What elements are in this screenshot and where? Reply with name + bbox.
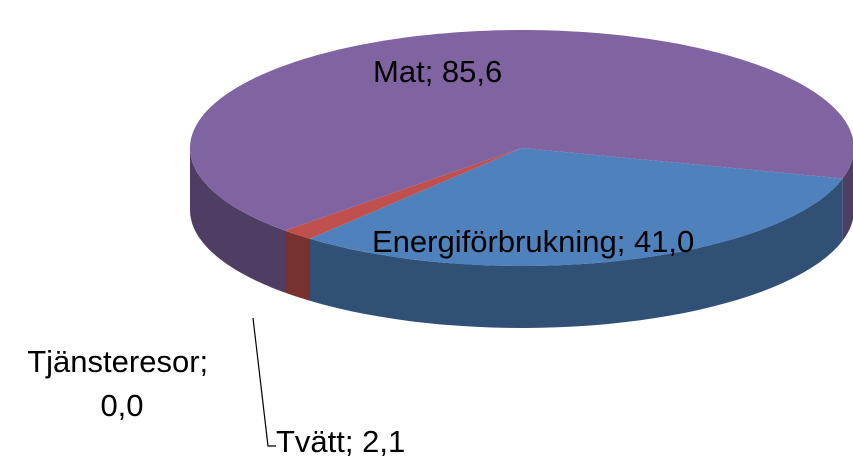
pie-slice xyxy=(310,148,843,266)
data-label: Tvätt; 2,1 xyxy=(276,424,405,459)
pie-tops xyxy=(190,30,853,266)
pie-sides xyxy=(190,148,853,328)
data-label: Mat; 85,6 xyxy=(373,54,502,89)
pie-side xyxy=(190,148,285,293)
pie-side xyxy=(285,230,310,301)
data-label: Energiförbrukning; 41,0 xyxy=(372,224,694,259)
leader-line xyxy=(252,317,276,447)
pie-side xyxy=(310,178,843,328)
pie-slice xyxy=(285,148,522,239)
pie-slice xyxy=(190,30,853,231)
data-label: Tjänsteresor; 0,0 xyxy=(27,344,217,423)
pie-side xyxy=(842,157,853,241)
